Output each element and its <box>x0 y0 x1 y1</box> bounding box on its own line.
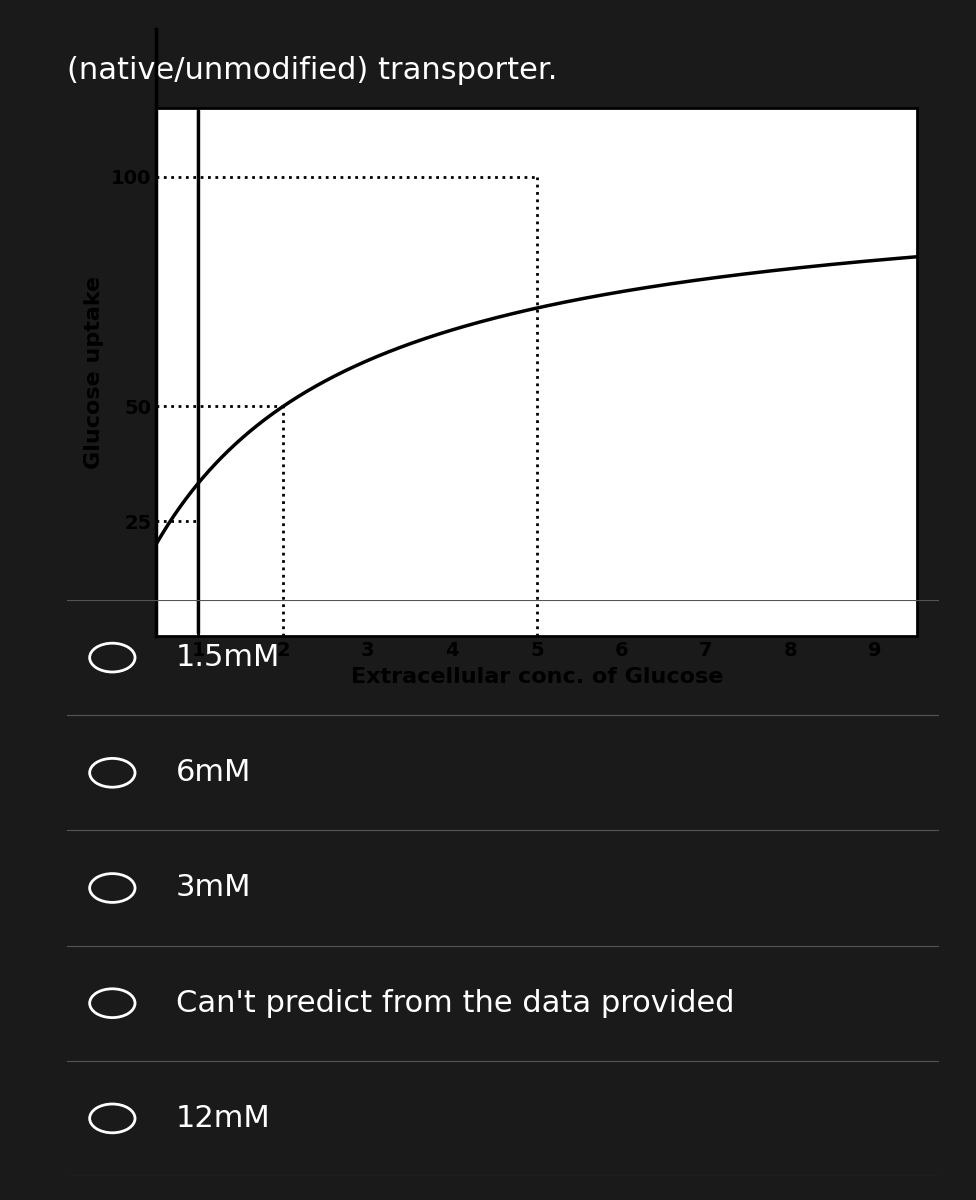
Text: 1.5mM: 1.5mM <box>176 643 280 672</box>
Text: (native/unmodified) transporter.: (native/unmodified) transporter. <box>67 55 557 84</box>
Text: Can't predict from the data provided: Can't predict from the data provided <box>176 989 734 1018</box>
Text: 12mM: 12mM <box>176 1104 270 1133</box>
Text: 3mM: 3mM <box>176 874 252 902</box>
Y-axis label: Glucose uptake: Glucose uptake <box>84 276 104 468</box>
Text: 6mM: 6mM <box>176 758 251 787</box>
X-axis label: Extracellular conc. of Glucose: Extracellular conc. of Glucose <box>350 667 723 686</box>
